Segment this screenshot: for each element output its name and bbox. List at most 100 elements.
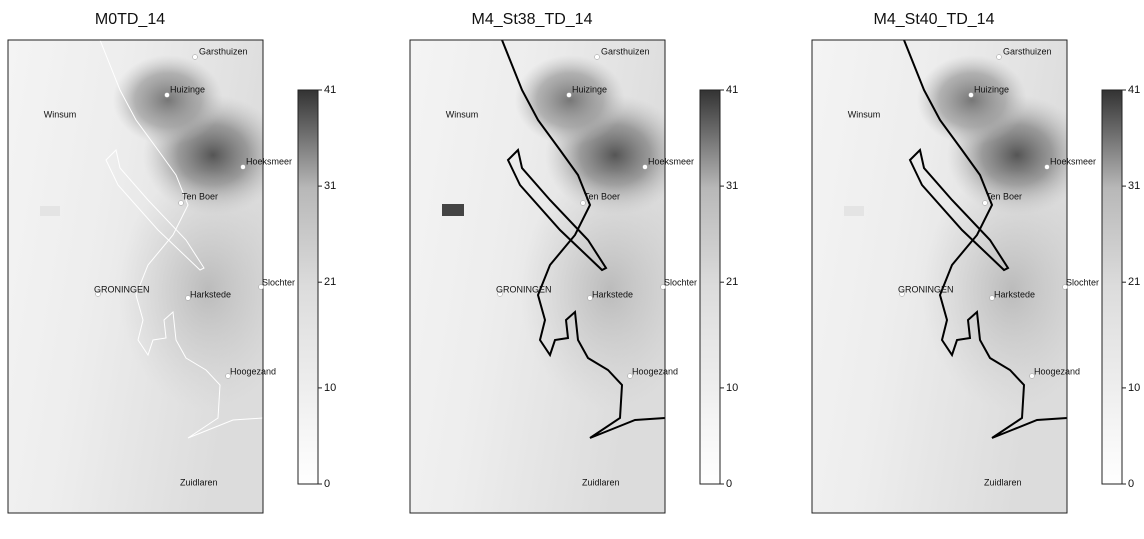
place-dot (968, 92, 974, 98)
place-dot (258, 284, 264, 290)
place-label: Hoogezand (1034, 366, 1080, 376)
coastline (903, 40, 1067, 439)
map-panel: M4_St38_TD_14 Garsthuizen Huizinge Winsum Ho… (409, 11, 738, 514)
colorbar (297, 89, 319, 485)
colorbar-tick-label: 10 (324, 382, 336, 394)
place-dot (1062, 284, 1068, 290)
map-panel: M0TD_14 Garsthuizen Huizinge Winsum Hoeksmee… (7, 11, 336, 514)
shading (922, 170, 1067, 410)
place-dot (594, 54, 600, 60)
colorbar (699, 89, 721, 485)
shading (40, 206, 60, 216)
place-label: Hoogezand (632, 366, 678, 376)
colorbar-tick-label: 0 (1128, 478, 1134, 490)
map-panel: M4_St40_TD_14 Garsthuizen Huizinge Winsum Ho… (811, 11, 1140, 514)
coastline (105, 149, 205, 271)
panel-title: M4_St38_TD_14 (472, 11, 593, 28)
place-dot (95, 291, 101, 297)
map (812, 40, 1067, 513)
place-label: Ten Boer (182, 191, 218, 201)
panel-title: M0TD_14 (95, 11, 165, 28)
coastline (99, 40, 263, 439)
shading (118, 170, 263, 410)
place-label: Hoeksmeer (246, 156, 292, 166)
place-label: Zuidlaren (180, 477, 218, 487)
place-label: Ten Boer (584, 191, 620, 201)
shading (515, 55, 625, 145)
colorbar-tick-label: 21 (726, 276, 738, 288)
place-dot (178, 200, 184, 206)
place-label: Ten Boer (986, 191, 1022, 201)
place-label: Huizinge (974, 84, 1009, 94)
colorbar-tick-label: 41 (1128, 84, 1140, 96)
place-dot (1029, 373, 1035, 379)
place-dot (580, 200, 586, 206)
shading (844, 206, 864, 216)
place-label: Hoogezand (230, 366, 276, 376)
colorbar-tick-label: 31 (324, 180, 336, 192)
place-label: Garsthuizen (601, 46, 650, 56)
colorbar-tick-label: 41 (726, 84, 738, 96)
colorbar-tick-label: 0 (324, 478, 330, 490)
place-dot (164, 92, 170, 98)
colorbar-tick-label: 0 (726, 478, 732, 490)
map-frame (811, 39, 1068, 514)
coastline (506, 148, 608, 272)
place-dot (899, 291, 905, 297)
place-dot (192, 54, 198, 60)
colorbar-tick-label: 10 (726, 382, 738, 394)
shading (442, 204, 464, 216)
map-frame (7, 39, 264, 514)
shading (520, 170, 665, 410)
place-label: Zuidlaren (984, 477, 1022, 487)
place-label: GRONINGEN (496, 284, 552, 294)
place-dot (989, 295, 995, 301)
place-label: Huizinge (572, 84, 607, 94)
place-dot (566, 92, 572, 98)
place-dot (225, 373, 231, 379)
place-label: Winsum (44, 109, 77, 119)
place-dot (642, 164, 648, 170)
place-label: Garsthuizen (1003, 46, 1052, 56)
place-label: Slochter (664, 277, 697, 287)
place-dot (497, 291, 503, 297)
colorbar-tick-label: 21 (324, 276, 336, 288)
place-dot (982, 200, 988, 206)
place-dot (185, 295, 191, 301)
place-label: Huizinge (170, 84, 205, 94)
place-dot (240, 164, 246, 170)
place-label: Harkstede (190, 289, 231, 299)
colorbar-tick-label: 10 (1128, 382, 1140, 394)
place-label: Slochter (262, 277, 295, 287)
place-label: Harkstede (592, 289, 633, 299)
map-frame (409, 39, 666, 514)
shading (917, 55, 1027, 145)
colorbar-tick-label: 31 (726, 180, 738, 192)
place-label: Winsum (848, 109, 881, 119)
place-label: Slochter (1066, 277, 1099, 287)
colorbar-tick-label: 21 (1128, 276, 1140, 288)
place-label: Harkstede (994, 289, 1035, 299)
map (8, 40, 263, 513)
place-label: GRONINGEN (898, 284, 954, 294)
place-dot (1044, 164, 1050, 170)
place-dot (627, 373, 633, 379)
place-dot (660, 284, 666, 290)
colorbar (1101, 89, 1123, 485)
colorbar-tick-label: 41 (324, 84, 336, 96)
place-dot (587, 295, 593, 301)
place-label: Garsthuizen (199, 46, 248, 56)
colorbar-tick-label: 31 (1128, 180, 1140, 192)
place-label: Zuidlaren (582, 477, 620, 487)
place-dot (996, 54, 1002, 60)
shading (113, 55, 223, 145)
coastline (908, 148, 1010, 272)
place-label: GRONINGEN (94, 284, 150, 294)
place-label: Winsum (446, 109, 479, 119)
place-label: Hoeksmeer (648, 156, 694, 166)
map (410, 40, 665, 513)
panel-title: M4_St40_TD_14 (874, 11, 995, 28)
place-label: Hoeksmeer (1050, 156, 1096, 166)
coastline (501, 40, 665, 439)
